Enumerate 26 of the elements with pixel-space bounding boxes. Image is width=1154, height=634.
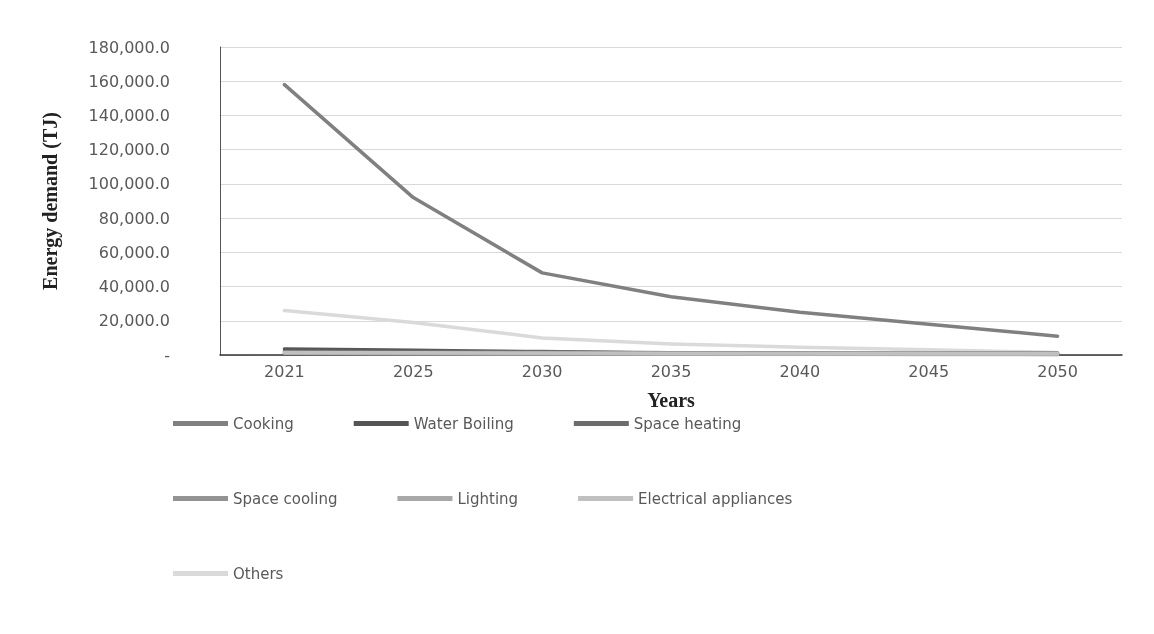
legend-label: Water Boiling <box>413 414 514 433</box>
x-tick-label: 2021 <box>264 361 305 381</box>
y-tick-label: - <box>164 345 170 365</box>
y-tick-label: 80,000.0 <box>98 208 170 228</box>
legend-label: Others <box>233 564 284 583</box>
legend-label: Cooking <box>233 414 294 433</box>
y-tick-label: 120,000.0 <box>88 140 170 160</box>
x-tick-label: 2050 <box>1037 361 1078 381</box>
y-tick-label: 100,000.0 <box>88 174 170 194</box>
x-tick-label: 2025 <box>392 361 434 381</box>
y-tick-label: 180,000.0 <box>88 37 170 57</box>
x-axis-title: Years <box>647 389 696 411</box>
x-tick-label: 2045 <box>908 361 950 381</box>
y-tick-label: 20,000.0 <box>98 311 170 331</box>
legend-label: Space heating <box>633 414 742 433</box>
y-tick-label: 40,000.0 <box>98 277 170 297</box>
y-axis-title: Energy demand (TJ) <box>39 112 62 290</box>
x-tick-label: 2040 <box>779 361 821 381</box>
x-tick-label: 2030 <box>521 361 563 381</box>
legend-label: Space cooling <box>233 489 338 508</box>
legend-label: Lighting <box>457 489 519 508</box>
y-tick-label: 140,000.0 <box>88 105 170 125</box>
y-tick-label: 60,000.0 <box>98 242 170 262</box>
legend-label: Electrical appliances <box>638 489 793 508</box>
y-tick-label: 160,000.0 <box>88 71 170 91</box>
x-tick-label: 2035 <box>650 361 692 381</box>
